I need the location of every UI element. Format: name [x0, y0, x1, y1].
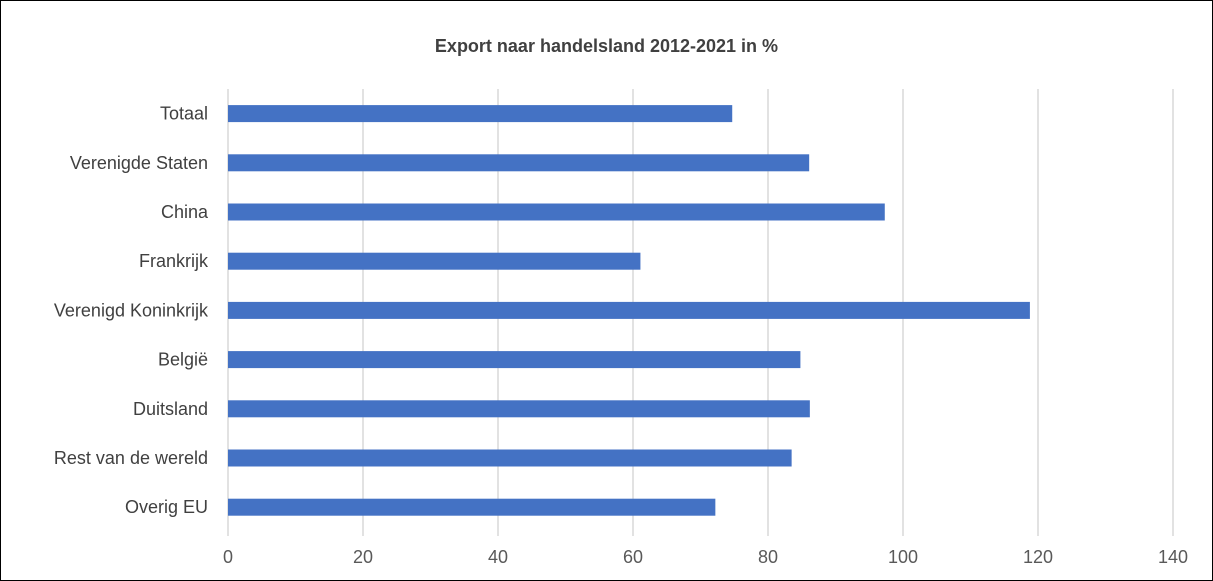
category-label: Frankrijk [139, 251, 209, 271]
bar [228, 154, 810, 172]
bar [228, 351, 801, 369]
bar [228, 105, 733, 123]
category-label: Duitsland [133, 399, 208, 419]
bar [228, 203, 885, 221]
x-tick-label: 80 [758, 547, 778, 567]
bar [228, 301, 1030, 319]
bar [228, 252, 641, 270]
category-label: Verenigde Staten [70, 153, 208, 173]
category-label: Rest van de wereld [54, 448, 208, 468]
x-tick-label: 20 [353, 547, 373, 567]
category-label: China [161, 202, 209, 222]
category-label: Verenigd Koninkrijk [54, 300, 209, 320]
chart-title: Export naar handelsland 2012-2021 in % [434, 36, 779, 56]
x-tick-label: 140 [1158, 547, 1188, 567]
x-tick-label: 120 [1023, 547, 1053, 567]
x-tick-label: 60 [623, 547, 643, 567]
bar [228, 498, 716, 516]
category-label: Totaal [160, 104, 208, 124]
x-tick-label: 0 [223, 547, 233, 567]
category-label: Overig EU [125, 497, 208, 517]
x-tick-label: 40 [488, 547, 508, 567]
bar [228, 400, 810, 418]
category-label: België [158, 350, 208, 370]
bar [228, 449, 792, 467]
x-tick-label: 100 [888, 547, 918, 567]
